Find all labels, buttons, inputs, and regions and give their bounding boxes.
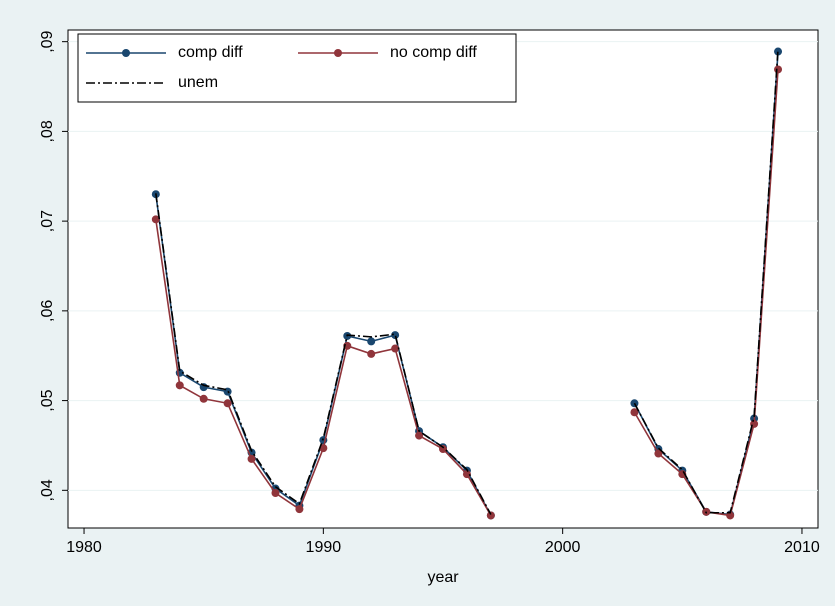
y-tick-label: ,08 (39, 120, 56, 142)
marker (439, 445, 447, 454)
marker (367, 337, 376, 346)
marker (486, 511, 495, 520)
legend-marker (122, 49, 130, 57)
marker (391, 344, 400, 353)
marker (271, 489, 280, 498)
marker (391, 331, 400, 340)
marker (247, 454, 256, 463)
marker (151, 215, 160, 224)
y-tick-label: ,06 (39, 300, 56, 322)
x-tick-label: 2010 (784, 539, 820, 556)
legend-label: no comp diff (390, 44, 477, 61)
marker (343, 341, 352, 350)
legend-marker (334, 49, 342, 57)
y-tick-label: ,07 (39, 210, 56, 232)
marker (654, 449, 663, 458)
legend-box (77, 33, 517, 103)
x-tick-label: 2000 (545, 539, 581, 556)
plot-area (67, 29, 819, 529)
y-tick-label: ,09 (39, 30, 56, 52)
marker (774, 47, 783, 56)
series-line (155, 48, 779, 515)
x-axis-label: year (427, 569, 459, 586)
x-tick-label: 1980 (66, 539, 102, 556)
y-tick-label: ,04 (39, 479, 56, 501)
legend-label: unem (178, 74, 218, 91)
marker (319, 444, 328, 453)
marker (223, 399, 232, 408)
marker (295, 505, 304, 514)
marker (415, 431, 424, 440)
marker (175, 381, 184, 390)
y-tick-label: ,05 (39, 389, 56, 411)
x-tick-label: 1990 (306, 539, 342, 556)
marker (462, 470, 471, 479)
marker (630, 408, 639, 417)
marker (367, 349, 376, 358)
marker (199, 394, 208, 403)
legend-label: comp diff (178, 44, 243, 61)
marker (774, 65, 783, 74)
